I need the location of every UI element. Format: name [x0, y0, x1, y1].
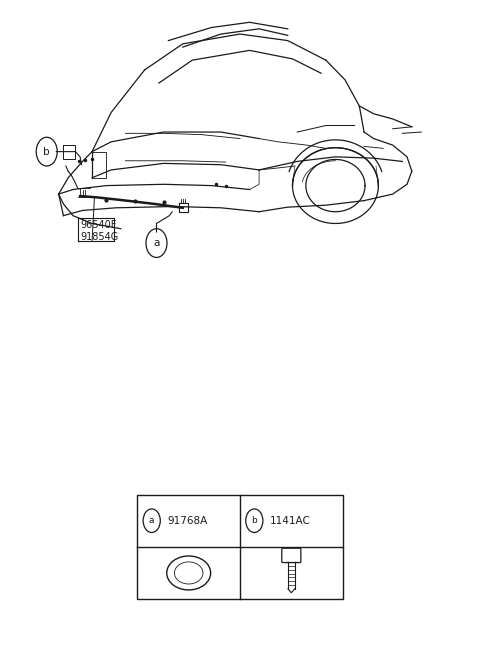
Text: b: b [252, 516, 257, 525]
Bar [137, 495, 343, 599]
Text: b: b [43, 147, 50, 157]
Text: a: a [149, 516, 155, 525]
Text: 91854G: 91854G [80, 232, 119, 241]
Text: 1141AC: 1141AC [270, 516, 311, 525]
Text: 91768A: 91768A [167, 516, 207, 525]
Text: 96540F: 96540F [80, 220, 117, 230]
Text: a: a [153, 238, 160, 248]
